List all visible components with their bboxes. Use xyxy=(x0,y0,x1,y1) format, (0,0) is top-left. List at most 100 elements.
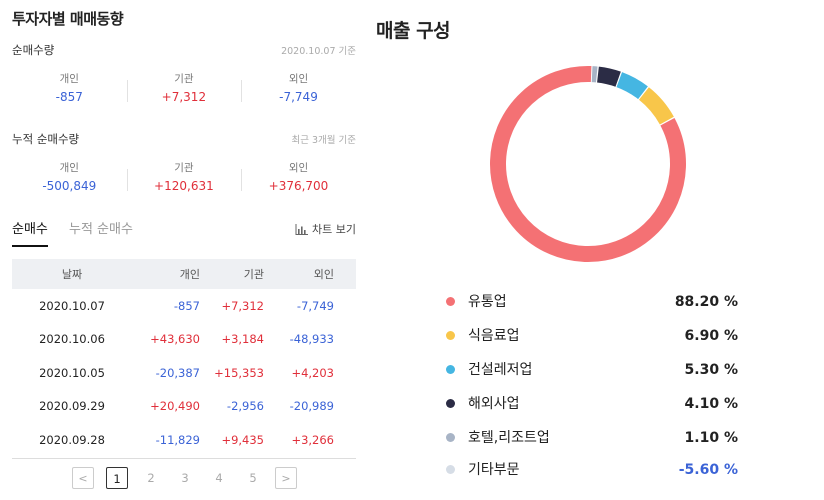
legend-name: 식음료업 xyxy=(468,328,520,344)
net-volume-stats: 개인 -857 기관 +7,312 외인 -7,749 xyxy=(12,72,356,108)
view-chart-button[interactable]: 차트 보기 xyxy=(295,221,356,237)
stat-value: +376,700 xyxy=(268,179,329,193)
cumulative-volume-label: 누적 순매수량 xyxy=(12,132,80,146)
page-3[interactable]: 3 xyxy=(181,471,189,485)
table-row: 2020.10.05 -20,387 +15,353 +4,203 xyxy=(12,356,356,390)
cum-stat-individual: 개인 -500,849 xyxy=(12,161,127,197)
cell-institution: +7,312 xyxy=(221,298,264,313)
net-stat-individual: 개인 -857 xyxy=(12,72,127,108)
net-volume-label: 순매수량 xyxy=(12,43,55,57)
cell-date: 2020.10.06 xyxy=(39,332,105,347)
legend-dot xyxy=(446,365,455,374)
pagination: < 1 2 3 4 5 > xyxy=(72,467,302,489)
legend-dot xyxy=(446,331,455,340)
prev-page-button[interactable]: < xyxy=(72,467,94,489)
stat-label: 외인 xyxy=(288,162,309,174)
cell-foreign: -7,749 xyxy=(296,298,334,313)
table-bottom-divider xyxy=(12,458,356,459)
stat-label: 기관 xyxy=(174,73,194,85)
stat-label: 외인 xyxy=(288,73,309,85)
legend-name: 호텔,리조트업 xyxy=(468,430,550,446)
bar-chart-icon xyxy=(295,223,309,235)
legend-item: 건설레저업 5.30 % xyxy=(442,360,742,380)
cumulative-volume-stats: 개인 -500,849 기관 +120,631 외인 +376,700 xyxy=(12,161,356,197)
cell-institution: +9,435 xyxy=(221,432,264,447)
legend-dot xyxy=(446,297,455,306)
cell-date: 2020.10.07 xyxy=(39,298,105,313)
net-volume-date-note: 2020.10.07 기준 xyxy=(281,46,356,57)
panel-title: 투자자별 매매동향 xyxy=(12,10,124,28)
net-stat-institution: 기관 +7,312 xyxy=(126,72,242,108)
stat-label: 기관 xyxy=(174,162,194,174)
table-header: 날짜 개인 기관 외인 xyxy=(12,259,356,289)
cum-stat-foreign: 외인 +376,700 xyxy=(241,161,356,197)
legend-dot xyxy=(446,399,455,408)
tab-net-buy[interactable]: 순매수 xyxy=(12,218,48,247)
table-row: 2020.10.07 -857 +7,312 -7,749 xyxy=(12,289,356,323)
header-institution: 기관 xyxy=(243,268,264,281)
cell-institution: -2,956 xyxy=(226,399,264,414)
table-row: 2020.09.28 -11,829 +9,435 +3,266 xyxy=(12,423,356,457)
legend-dot xyxy=(446,465,455,474)
page-4[interactable]: 4 xyxy=(215,471,223,485)
page-5[interactable]: 5 xyxy=(249,471,257,485)
legend-value: 5.30 % xyxy=(684,362,738,378)
legend-item: 기타부문 -5.60 % xyxy=(442,460,742,480)
stat-label: 개인 xyxy=(59,73,79,85)
cell-institution: +15,353 xyxy=(214,365,264,380)
legend-name: 기타부문 xyxy=(468,462,520,478)
revenue-donut-chart xyxy=(490,66,686,263)
cum-stat-institution: 기관 +120,631 xyxy=(126,161,242,197)
header-foreign: 외인 xyxy=(313,268,334,281)
cell-individual: +20,490 xyxy=(150,399,200,414)
stat-value: -7,749 xyxy=(279,90,318,104)
cumulative-period-note: 최근 3개월 기준 xyxy=(291,135,356,146)
table-row: 2020.09.29 +20,490 -2,956 -20,989 xyxy=(12,390,356,424)
net-volume-header: 순매수량 2020.10.07 기준 xyxy=(12,42,356,58)
legend-item: 유통업 88.20 % xyxy=(442,292,742,312)
cell-institution: +3,184 xyxy=(221,332,264,347)
stat-value: +120,631 xyxy=(154,179,214,193)
cell-individual: +43,630 xyxy=(150,332,200,347)
investor-trading-panel: 투자자별 매매동향 순매수량 2020.10.07 기준 개인 -857 기관 … xyxy=(12,0,356,500)
revenue-composition-panel: 매출 구성 유통업 88.20 % 식음료업 6.90 % 건설레저업 5.30… xyxy=(376,0,824,500)
legend-value: 1.10 % xyxy=(684,430,738,446)
stat-value: -857 xyxy=(55,90,83,104)
legend-value: 6.90 % xyxy=(684,328,738,344)
cell-date: 2020.09.29 xyxy=(39,399,105,414)
legend-name: 유통업 xyxy=(468,294,507,310)
cell-individual: -20,387 xyxy=(155,365,200,380)
donut-slice-유통업 xyxy=(490,66,686,263)
page-2[interactable]: 2 xyxy=(147,471,155,485)
next-page-button[interactable]: > xyxy=(275,467,297,489)
tab-cumulative-net-buy[interactable]: 누적 순매수 xyxy=(69,222,133,237)
page-1[interactable]: 1 xyxy=(106,467,128,489)
net-stat-foreign: 외인 -7,749 xyxy=(241,72,356,108)
view-chart-label: 차트 보기 xyxy=(312,223,356,236)
cumulative-volume-header: 누적 순매수량 최근 3개월 기준 xyxy=(12,131,356,147)
header-date: 날짜 xyxy=(61,268,83,281)
cell-foreign: -20,989 xyxy=(289,399,334,414)
stat-value: +7,312 xyxy=(161,90,207,104)
revenue-composition-title: 매출 구성 xyxy=(376,20,451,42)
legend-item: 해외사업 4.10 % xyxy=(442,394,742,414)
cell-foreign: +3,266 xyxy=(291,432,334,447)
stat-label: 개인 xyxy=(59,162,79,174)
cell-date: 2020.09.28 xyxy=(39,432,105,447)
trading-tabs: 순매수 누적 순매수 차트 보기 xyxy=(12,218,356,247)
header-individual: 개인 xyxy=(179,268,200,281)
legend-dot xyxy=(446,433,455,442)
legend-value: -5.60 % xyxy=(678,462,738,478)
legend-value: 88.20 % xyxy=(674,294,738,310)
legend-value: 4.10 % xyxy=(684,396,738,412)
cell-foreign: -48,933 xyxy=(289,332,334,347)
table-row: 2020.10.06 +43,630 +3,184 -48,933 xyxy=(12,323,356,357)
stat-value: -500,849 xyxy=(42,179,97,193)
legend-name: 해외사업 xyxy=(468,396,520,412)
cell-individual: -857 xyxy=(173,298,200,313)
cell-foreign: +4,203 xyxy=(291,365,334,380)
net-buy-table: 날짜 개인 기관 외인 2020.10.07 -857 +7,312 -7,74… xyxy=(12,259,356,457)
cell-individual: -11,829 xyxy=(155,432,200,447)
legend-item: 식음료업 6.90 % xyxy=(442,326,742,346)
legend-item: 호텔,리조트업 1.10 % xyxy=(442,428,742,448)
